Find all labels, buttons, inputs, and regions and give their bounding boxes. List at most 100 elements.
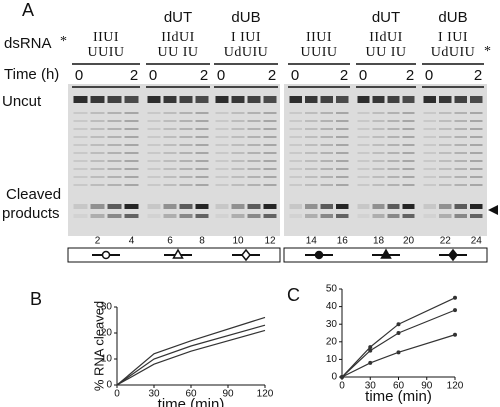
smear-band <box>423 112 436 114</box>
smear-band <box>454 152 467 154</box>
smear-band <box>215 168 229 170</box>
x-tick-label: 120 <box>447 381 464 392</box>
smear-band <box>289 128 302 130</box>
panel-label: B <box>30 289 42 309</box>
smear-band <box>147 144 161 146</box>
smear-band <box>107 136 122 138</box>
band-cleaved <box>124 204 139 209</box>
band-cleaved <box>247 204 261 209</box>
smear-band <box>439 152 452 154</box>
band-cleaved <box>320 204 333 209</box>
smear-band <box>357 160 370 162</box>
cleaved-label: Cleaved <box>6 186 61 203</box>
band-cleaved <box>470 214 483 218</box>
smear-band <box>247 128 261 130</box>
symbol <box>448 248 458 262</box>
lane-number: 2 <box>95 236 101 247</box>
smear-band <box>454 184 467 186</box>
band-cleaved <box>90 204 105 209</box>
smear-band <box>147 176 161 178</box>
smear-band <box>163 112 177 114</box>
time-value: 2 <box>200 67 208 84</box>
smear-band <box>439 160 452 162</box>
smear-band <box>231 136 245 138</box>
smear-band <box>179 136 193 138</box>
smear-band <box>423 120 436 122</box>
band-uncut <box>320 96 333 103</box>
x-tick-label: 0 <box>114 389 120 400</box>
x-axis-label: time (min) <box>158 396 225 407</box>
band-uncut <box>454 96 467 103</box>
sequence: I IUI <box>231 30 261 45</box>
y-tick-label: 10 <box>326 354 338 365</box>
smear-band <box>124 144 139 146</box>
band-cleaved <box>439 204 452 209</box>
smear-band <box>423 152 436 154</box>
asterisk: * <box>484 44 492 59</box>
smear-band <box>90 144 105 146</box>
smear-band <box>402 184 415 186</box>
band-cleaved <box>215 214 229 218</box>
lane-number: 12 <box>264 236 276 247</box>
smear-band <box>470 176 483 178</box>
smear-band <box>372 120 385 122</box>
y-tick-label: 20 <box>326 336 338 347</box>
smear-band <box>423 184 436 186</box>
smear-band <box>124 112 139 114</box>
smear-band <box>289 152 302 154</box>
band-cleaved <box>231 204 245 209</box>
group-label: dUB <box>231 9 260 26</box>
smear-band <box>247 152 261 154</box>
smear-band <box>372 136 385 138</box>
band-uncut <box>147 96 161 103</box>
sequence: IIdUI <box>161 30 195 45</box>
smear-band <box>195 168 209 170</box>
band-uncut <box>336 96 349 103</box>
smear-band <box>90 128 105 130</box>
smear-band <box>439 176 452 178</box>
smear-band <box>195 136 209 138</box>
smear-band <box>387 136 400 138</box>
point <box>453 332 457 337</box>
smear-band <box>305 144 318 146</box>
lane-number: 20 <box>403 236 415 247</box>
sequence: IIdUI <box>369 30 403 45</box>
time-value: 2 <box>130 67 138 84</box>
smear-band <box>470 144 483 146</box>
smear-band <box>336 168 349 170</box>
y-tick-label: 50 <box>326 284 338 295</box>
x-tick-label: 30 <box>365 381 377 392</box>
band-uncut <box>231 96 245 103</box>
smear-band <box>107 152 122 154</box>
smear-band <box>454 176 467 178</box>
smear-band <box>470 128 483 130</box>
smear-band <box>73 128 88 130</box>
band-cleaved <box>73 214 88 218</box>
band-cleaved <box>195 204 209 209</box>
smear-band <box>163 176 177 178</box>
band-uncut <box>470 96 483 103</box>
smear-band <box>263 136 277 138</box>
smear-band <box>124 160 139 162</box>
smear-band <box>402 144 415 146</box>
lane-number: 4 <box>129 236 135 247</box>
smear-band <box>163 144 177 146</box>
symbol <box>172 248 184 259</box>
smear-band <box>147 152 161 154</box>
smear-band <box>454 120 467 122</box>
symbol-box <box>67 247 281 263</box>
smear-band <box>289 112 302 114</box>
series-line <box>341 309 456 378</box>
smear-band <box>402 168 415 170</box>
smear-band <box>215 136 229 138</box>
smear-band <box>231 120 245 122</box>
symbol-box <box>283 247 488 263</box>
x-tick-label: 90 <box>222 389 234 400</box>
smear-band <box>454 128 467 130</box>
band-cleaved <box>454 204 467 209</box>
smear-band <box>147 112 161 114</box>
smear-band <box>423 136 436 138</box>
smear-band <box>73 184 88 186</box>
time-value: 0 <box>359 67 367 84</box>
band-cleaved <box>147 204 161 209</box>
